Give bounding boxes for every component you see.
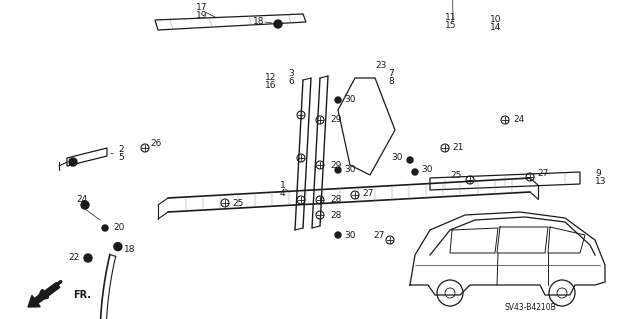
Text: 9: 9 xyxy=(595,169,601,179)
Text: 16: 16 xyxy=(264,81,276,91)
Text: SV43-B4210B: SV43-B4210B xyxy=(504,303,556,313)
Text: 19: 19 xyxy=(196,11,207,20)
Text: 1: 1 xyxy=(280,181,285,189)
Text: 13: 13 xyxy=(595,177,607,187)
Circle shape xyxy=(335,232,341,238)
Text: 26: 26 xyxy=(150,139,161,149)
Text: FR.: FR. xyxy=(73,290,91,300)
Text: 3: 3 xyxy=(288,70,294,78)
Text: 20: 20 xyxy=(113,224,124,233)
Circle shape xyxy=(407,157,413,163)
Text: 30: 30 xyxy=(344,166,355,174)
Text: 27: 27 xyxy=(537,169,548,179)
Text: 30: 30 xyxy=(421,166,433,174)
Text: 24: 24 xyxy=(513,115,524,124)
Text: 22: 22 xyxy=(68,254,80,263)
Text: 15: 15 xyxy=(445,21,456,31)
Text: 30: 30 xyxy=(344,231,355,240)
Text: 27: 27 xyxy=(374,232,385,241)
Text: 11: 11 xyxy=(445,13,456,23)
Text: 29: 29 xyxy=(330,115,341,124)
Text: 18: 18 xyxy=(124,245,136,254)
Text: 14: 14 xyxy=(490,24,501,33)
Circle shape xyxy=(102,225,108,231)
Text: 17: 17 xyxy=(196,4,207,12)
Text: 12: 12 xyxy=(264,73,276,83)
Circle shape xyxy=(84,254,92,262)
Text: 28: 28 xyxy=(330,196,341,204)
Circle shape xyxy=(412,169,418,175)
Text: 24: 24 xyxy=(76,196,87,204)
Text: 25: 25 xyxy=(451,172,462,181)
Text: 5: 5 xyxy=(118,153,124,162)
Text: 4: 4 xyxy=(280,189,285,197)
Text: 7: 7 xyxy=(388,70,394,78)
Text: 23: 23 xyxy=(375,61,387,70)
Circle shape xyxy=(69,158,77,166)
Text: 25: 25 xyxy=(232,198,243,207)
Text: 10: 10 xyxy=(490,16,502,25)
Text: 6: 6 xyxy=(288,78,294,86)
Text: 8: 8 xyxy=(388,78,394,86)
Text: 18: 18 xyxy=(253,18,264,26)
Text: 29: 29 xyxy=(330,160,341,169)
Text: 30: 30 xyxy=(344,95,355,105)
Circle shape xyxy=(335,167,341,173)
Circle shape xyxy=(81,201,89,209)
Text: 2: 2 xyxy=(118,145,124,154)
Text: 30: 30 xyxy=(392,152,403,161)
Text: 27: 27 xyxy=(362,189,373,197)
Circle shape xyxy=(114,242,122,251)
FancyArrow shape xyxy=(28,283,60,307)
Text: 28: 28 xyxy=(330,211,341,219)
Text: 21: 21 xyxy=(452,144,463,152)
Circle shape xyxy=(274,20,282,28)
Circle shape xyxy=(335,97,341,103)
